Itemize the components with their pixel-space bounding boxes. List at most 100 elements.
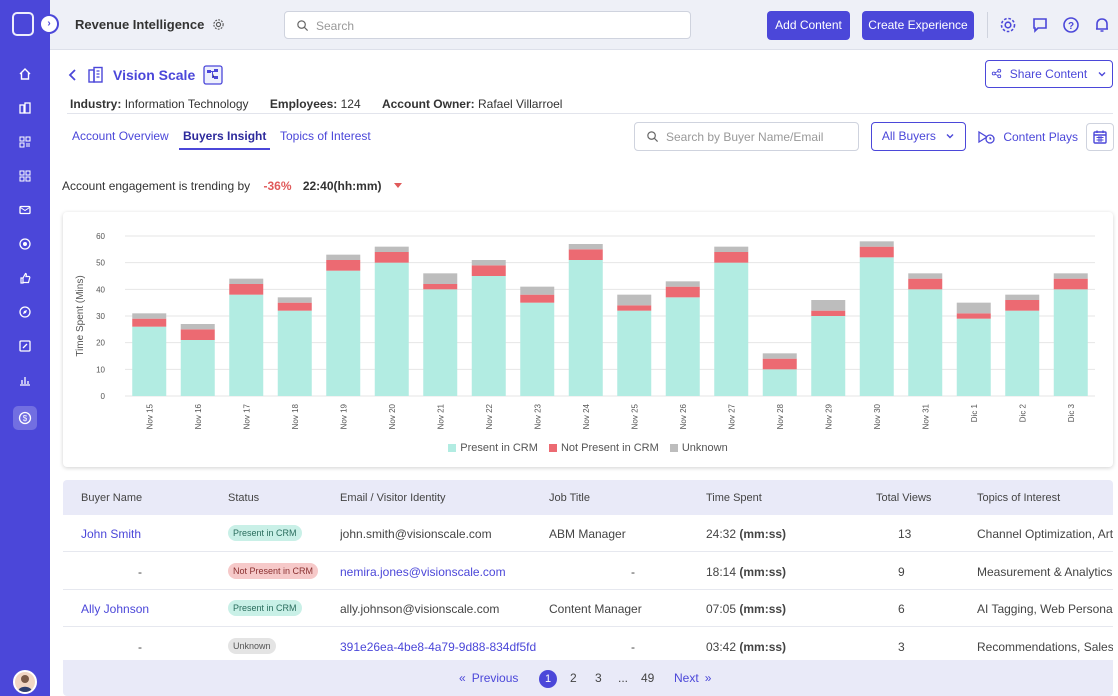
tab-topics-of-interest[interactable]: Topics of Interest	[280, 129, 371, 143]
calendar-button[interactable]	[1086, 123, 1114, 151]
status-badge: Unknown	[228, 637, 276, 654]
bell-icon	[1096, 18, 1108, 32]
content-grid-icon	[19, 136, 31, 148]
owner-value: Rafael Villarroel	[477, 97, 563, 111]
time-unit: (mm:ss)	[739, 564, 787, 579]
create-experience-button[interactable]: Create Experience	[862, 11, 974, 40]
y-tick-label: 30	[96, 312, 105, 321]
tab-account-overview[interactable]: Account Overview	[72, 129, 169, 143]
trend-label: Account engagement is trending by	[62, 179, 251, 193]
x-tick-label: Dic 2	[1018, 403, 1027, 422]
legend-label: Unknown	[681, 442, 728, 454]
bar-segment	[180, 324, 215, 330]
bar-segment	[1053, 278, 1088, 290]
buyer-email[interactable]: nemira.jones@visionscale.com	[340, 564, 506, 579]
thumbs-up-icon	[20, 272, 31, 284]
bar-chart-icon	[20, 377, 30, 386]
next-page-button[interactable]: Next »	[674, 671, 711, 685]
sidebar-item-dashboards[interactable]	[13, 164, 37, 188]
dollar-icon: $	[18, 411, 32, 425]
back-arrow-icon[interactable]	[67, 68, 79, 82]
chevron-down-icon	[946, 134, 954, 139]
sidebar-item-revenue-intelligence[interactable]: $	[13, 406, 37, 430]
job-title: ABM Manager	[549, 527, 626, 541]
bar-segment	[1005, 294, 1040, 300]
bar-segment	[956, 313, 991, 319]
help-icon: ?	[1063, 17, 1079, 33]
page-ellipsis: ...	[618, 671, 629, 685]
buyer-search-input[interactable]: Search by Buyer Name/Email	[634, 122, 859, 151]
help-button[interactable]: ?	[1060, 14, 1082, 36]
x-tick-label: Nov 20	[388, 403, 397, 429]
x-tick-label: Nov 16	[194, 403, 203, 429]
column-header-buyer-name[interactable]: Buyer Name	[81, 492, 143, 504]
sidebar-item-accounts[interactable]	[13, 96, 37, 120]
column-header-time-spent[interactable]: Time Spent	[706, 492, 762, 504]
global-search-input[interactable]: Search	[284, 11, 691, 39]
x-tick-label: Nov 31	[921, 403, 930, 429]
sidebar-item-engagement[interactable]	[13, 266, 37, 290]
legend-label: Present in CRM	[460, 442, 538, 454]
buyers-filter-dropdown[interactable]: All Buyers	[871, 122, 966, 151]
bar-segment	[132, 326, 167, 396]
app-logo-icon[interactable]	[12, 12, 34, 36]
buyer-name[interactable]: Ally Johnson	[81, 602, 150, 616]
divider	[67, 113, 1113, 114]
column-header-email[interactable]: Email / Visitor Identity	[340, 492, 446, 504]
table-row[interactable]: John Smith Present in CRM john.smith@visio…	[63, 515, 1113, 552]
bar-segment	[277, 297, 312, 303]
sidebar-item-editor[interactable]	[13, 334, 37, 358]
time-unit: (mm:ss)	[739, 639, 787, 654]
sidebar-item-target[interactable]	[13, 232, 37, 256]
page-1-button[interactable]: 1	[539, 670, 557, 688]
buyer-email[interactable]: 391e26ea-4be8-4a79-9d88-834df5fd7	[340, 639, 536, 654]
sidebar-item-email[interactable]	[13, 198, 37, 222]
buyer-email: john.smith@visionscale.com	[340, 527, 492, 541]
add-content-button[interactable]: Add Content	[767, 11, 850, 40]
column-header-topics[interactable]: Topics of Interest	[977, 492, 1061, 504]
job-title: -	[631, 639, 635, 654]
org-chart-icon[interactable]	[203, 65, 223, 85]
x-tick-label: Nov 23	[533, 403, 542, 429]
y-tick-label: 50	[96, 259, 105, 268]
settings-button[interactable]	[997, 14, 1019, 36]
y-axis-label: Time Spent (Mins)	[75, 275, 86, 356]
sidebar: › $	[0, 0, 57, 696]
sidebar-toggle-icon[interactable]: ›	[41, 16, 57, 32]
total-views: 3	[898, 639, 905, 654]
page-49-button[interactable]: 49	[641, 671, 655, 685]
x-tick-label: Nov 21	[436, 403, 445, 429]
page-2-button[interactable]: 2	[570, 671, 577, 685]
industry-label: Industry:	[70, 97, 122, 111]
tab-buyers-insight[interactable]: Buyers Insight	[179, 129, 271, 150]
edit-icon	[19, 340, 31, 352]
sidebar-item-home[interactable]	[13, 62, 37, 86]
buyer-name: -	[138, 639, 142, 654]
column-header-status[interactable]: Status	[228, 492, 260, 504]
user-avatar[interactable]	[13, 670, 37, 694]
time-spent: 18:14 (mm:ss)	[706, 565, 786, 579]
page-3-button[interactable]: 3	[595, 671, 602, 685]
bar-segment	[423, 289, 458, 396]
table-row[interactable]: Ally Johnson Present in CRM ally.johnson@v…	[63, 590, 1113, 627]
table-row[interactable]: - Unknown 391e26ea-4be8-4a79-9d88-834df5fd…	[63, 627, 1113, 665]
time-spent-value: 18:14	[706, 564, 737, 579]
sidebar-item-content[interactable]	[13, 130, 37, 154]
share-content-button[interactable]: Share Content	[985, 60, 1113, 88]
time-spent: 03:42 (mm:ss)	[706, 640, 786, 654]
column-header-total-views[interactable]: Total Views	[876, 492, 932, 504]
sidebar-item-explore[interactable]	[13, 300, 37, 324]
table-row[interactable]: - Not Present in CRM nemira.jones@visionsc…	[63, 552, 1113, 590]
previous-page-button[interactable]: « Previous	[459, 671, 518, 685]
grid-icon	[19, 170, 31, 182]
column-header-job-title[interactable]: Job Title	[549, 492, 590, 504]
search-icon	[647, 131, 659, 143]
buyer-name[interactable]: John Smith	[81, 527, 142, 541]
account-name: Vision Scale	[113, 67, 196, 83]
notifications-button[interactable]	[1091, 14, 1113, 36]
gear-icon[interactable]	[212, 18, 225, 31]
messages-button[interactable]	[1029, 14, 1051, 36]
sidebar-item-analytics[interactable]	[13, 368, 37, 392]
content-plays-button[interactable]: Content Plays	[978, 129, 1078, 145]
bar-segment	[811, 316, 846, 396]
